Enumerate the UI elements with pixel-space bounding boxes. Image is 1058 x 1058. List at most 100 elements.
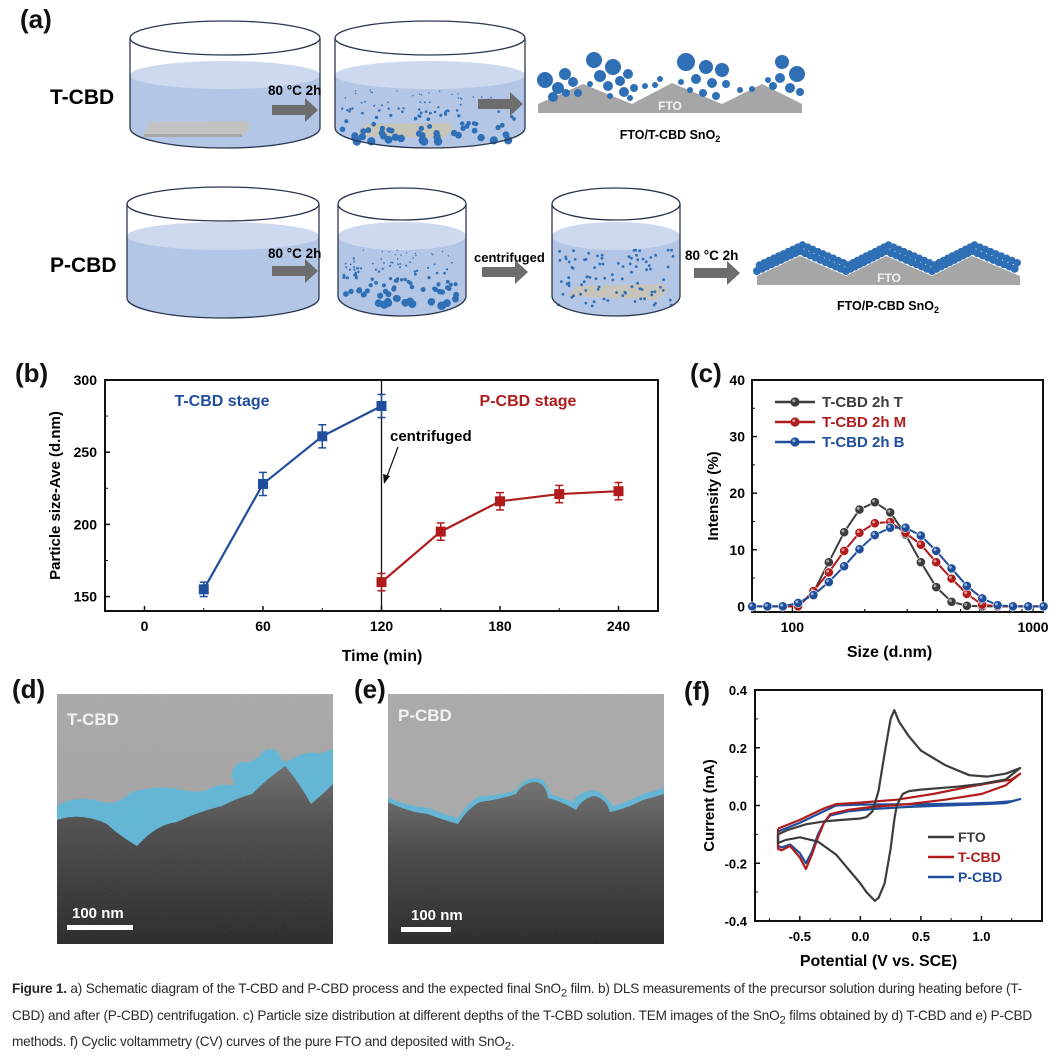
- particle: [409, 284, 415, 290]
- data-point: [376, 572, 387, 592]
- particle: [429, 111, 432, 115]
- legend-item: P-CBD: [928, 869, 1002, 885]
- particle: [348, 288, 354, 295]
- particle: [611, 278, 615, 282]
- particle: [630, 270, 633, 274]
- data-point: [793, 598, 804, 608]
- tem-image-tcbd: T-CBD 100 nm: [57, 694, 333, 944]
- particle: [457, 93, 459, 95]
- particle: [616, 262, 620, 265]
- particle: [600, 253, 604, 257]
- data-point: [915, 539, 926, 550]
- particle: [351, 107, 354, 110]
- particle: [598, 262, 602, 266]
- particle: [352, 137, 362, 146]
- particle: [371, 121, 376, 127]
- particle: [670, 248, 673, 252]
- particle: [558, 249, 561, 253]
- particle: [645, 268, 648, 272]
- particle: [623, 290, 627, 294]
- particle: [389, 277, 393, 281]
- caption-text: .: [510, 1034, 515, 1050]
- beaker-initial-pcbd: [126, 186, 320, 319]
- data-point: [854, 504, 865, 515]
- data-point: [915, 557, 926, 568]
- particle: [409, 261, 411, 263]
- data-point: [839, 545, 850, 556]
- beaker-initial-tcbd: [129, 20, 321, 149]
- particle: [584, 257, 588, 261]
- particle: [369, 89, 371, 91]
- particle: [379, 125, 386, 132]
- tem-label-tcbd: T-CBD: [67, 710, 119, 729]
- particle: [374, 280, 378, 285]
- particle: [477, 133, 485, 142]
- data-point: [977, 593, 988, 604]
- result-label-tcbd: FTO/T-CBD SnO2: [620, 128, 721, 144]
- tick-label: -0.5: [789, 929, 811, 944]
- particle: [390, 261, 392, 264]
- particle: [374, 268, 378, 271]
- particle: [405, 264, 408, 267]
- tem-label-pcbd: P-CBD: [398, 706, 452, 725]
- particle: [490, 96, 492, 99]
- particle: [353, 260, 355, 263]
- particle: [573, 258, 577, 261]
- particle: [412, 257, 414, 259]
- particle: [381, 250, 383, 253]
- particle: [638, 287, 642, 291]
- particle: [567, 260, 571, 264]
- tick-label: 200: [74, 516, 98, 532]
- particle: [587, 251, 591, 255]
- data-point: [808, 590, 819, 600]
- particle: [471, 127, 478, 134]
- particle: [353, 266, 356, 269]
- particle: [426, 117, 431, 121]
- x-axis-label: Potential (V vs. SCE): [800, 953, 957, 970]
- x-axis-label: Time (min): [342, 648, 423, 665]
- particle: [502, 131, 510, 139]
- particle: [418, 108, 421, 111]
- y-axis-label: Intensity (%): [705, 451, 722, 540]
- particle: [391, 133, 400, 141]
- particle: [445, 268, 449, 271]
- particle: [603, 276, 607, 280]
- particle: [471, 121, 477, 126]
- particle: [401, 110, 404, 113]
- particle: [593, 266, 596, 269]
- particle: [636, 281, 639, 285]
- series-line: [752, 526, 1044, 608]
- chart-c-size-distribution: 0 10 20 30 40 100 1000 Size (d.nm) Intensity (%)…: [705, 372, 1049, 661]
- tick-label: 20: [729, 485, 745, 501]
- data-point: [1038, 601, 1049, 612]
- particle: [420, 94, 422, 96]
- particle: [374, 299, 383, 307]
- particle: [378, 130, 386, 137]
- step-label-heat: 80 °C 2h: [685, 248, 738, 263]
- particle: [427, 276, 431, 280]
- particle: [649, 256, 653, 259]
- particle: [444, 112, 448, 116]
- particle: [370, 91, 372, 93]
- substrate: [144, 121, 250, 136]
- particle: [594, 277, 598, 280]
- figure-caption: Figure 1. a) Schematic diagram of the T-…: [12, 978, 1052, 1058]
- particle: [639, 297, 643, 301]
- particle: [662, 278, 665, 282]
- data-point: [198, 581, 209, 598]
- tick-label: 10: [729, 542, 745, 558]
- data-point: [554, 484, 565, 504]
- particle: [654, 253, 657, 257]
- particle: [353, 268, 356, 271]
- particle: [353, 273, 356, 277]
- data-point: [931, 582, 942, 593]
- particle: [357, 270, 360, 274]
- tick-label: -0.4: [725, 914, 748, 929]
- arrow-icon: [694, 261, 740, 285]
- particle: [584, 301, 588, 305]
- particle: [339, 126, 346, 133]
- particle: [432, 286, 437, 292]
- legend-item: T-CBD: [928, 849, 1001, 865]
- particle: [567, 284, 571, 288]
- particle: [455, 109, 459, 112]
